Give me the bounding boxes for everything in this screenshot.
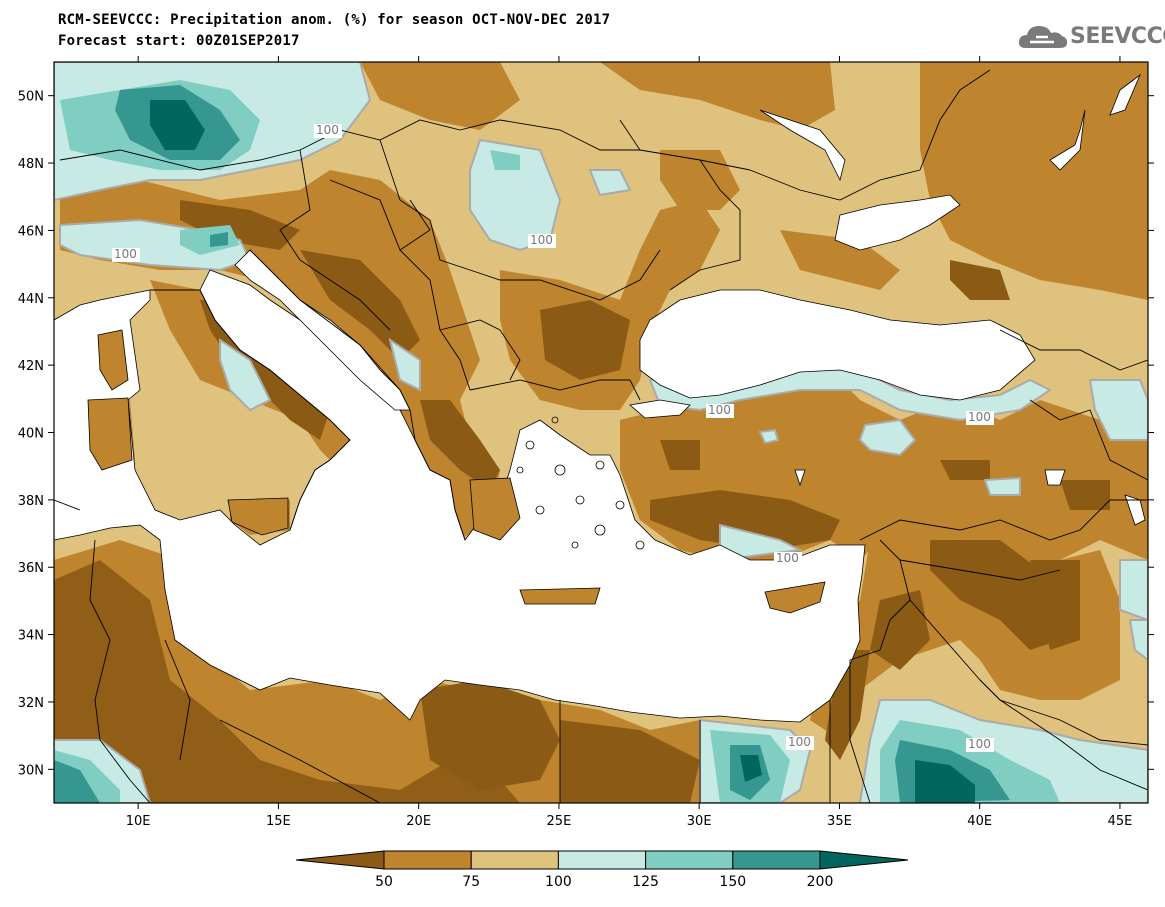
legend-label: 125 [632, 874, 659, 890]
legend-label: 50 [375, 874, 393, 890]
legend-label: 75 [462, 874, 480, 890]
sea-mask [54, 73, 1146, 723]
field-above-200 [150, 100, 975, 803]
contour-label-100: 100 [114, 247, 137, 261]
aegean-islands [516, 416, 645, 550]
lon-tick-label: 10E [126, 814, 151, 829]
lon-tick-label: 15E [266, 814, 291, 829]
forecast-start-subtitle: Forecast start: 00Z01SEP2017 [58, 33, 300, 49]
islands [87, 329, 826, 614]
contour-label-100: 100 [708, 403, 731, 417]
legend-swatch [383, 850, 472, 870]
cloud-icon [1018, 26, 1068, 48]
lat-tick-label: 40N [18, 427, 44, 442]
longitude-axis: 10E 15E 20E 25E 30E 35E 40E 45E [126, 56, 1133, 829]
legend-swatch-min [295, 850, 385, 870]
legend-swatch [732, 850, 821, 870]
lon-tick-label: 30E [687, 814, 712, 829]
country-borders [54, 69, 1148, 803]
legend-swatch [557, 850, 647, 870]
lat-tick-label: 48N [18, 157, 44, 172]
logo-text: SEEVCCC [1070, 24, 1165, 49]
lon-tick-label: 20E [406, 814, 431, 829]
legend-swatch-max [819, 850, 909, 870]
lat-tick-label: 32N [18, 696, 44, 711]
legend-label: 200 [807, 874, 834, 890]
lat-tick-label: 44N [18, 292, 44, 307]
legend-label: 100 [545, 874, 572, 890]
legend-label: 150 [719, 874, 746, 890]
coastlines [150, 249, 466, 541]
contour-label-100: 100 [968, 410, 991, 424]
latitude-axis: 50N 48N 46N 44N 42N 40N 38N 36N 34N 32N 30N [18, 90, 1154, 778]
lon-tick-label: 25E [547, 814, 572, 829]
color-legend: 50 75 100 125 150 200 [295, 850, 909, 890]
lat-tick-label: 46N [18, 224, 44, 239]
legend-swatch [645, 850, 734, 870]
contour-label-100: 100 [316, 123, 339, 137]
map-title: RCM-SEEVCCC: Precipitation anom. (%) for… [58, 12, 611, 28]
contour-label-100: 100 [788, 735, 811, 749]
lon-tick-label: 40E [967, 814, 992, 829]
legend-swatch [470, 850, 559, 870]
lon-tick-label: 45E [1108, 814, 1133, 829]
lat-tick-label: 30N [18, 763, 44, 778]
lat-tick-label: 34N [18, 629, 44, 644]
lon-tick-label: 35E [827, 814, 852, 829]
seevccc-logo: SEEVCCC [1018, 22, 1165, 52]
contour-label-100: 100 [776, 551, 799, 565]
contour-labels: 100 100 100 100 100 100 100 100 [112, 123, 994, 752]
lat-tick-label: 50N [18, 90, 44, 105]
contour-label-100: 100 [968, 737, 991, 751]
lat-tick-label: 36N [18, 561, 44, 576]
lat-tick-label: 38N [18, 494, 44, 509]
contour-label-100: 100 [530, 233, 553, 247]
anomaly-field: 100 100 100 100 100 100 100 100 [54, 62, 1148, 803]
field-below-50 [54, 200, 1110, 803]
lat-tick-label: 42N [18, 359, 44, 374]
